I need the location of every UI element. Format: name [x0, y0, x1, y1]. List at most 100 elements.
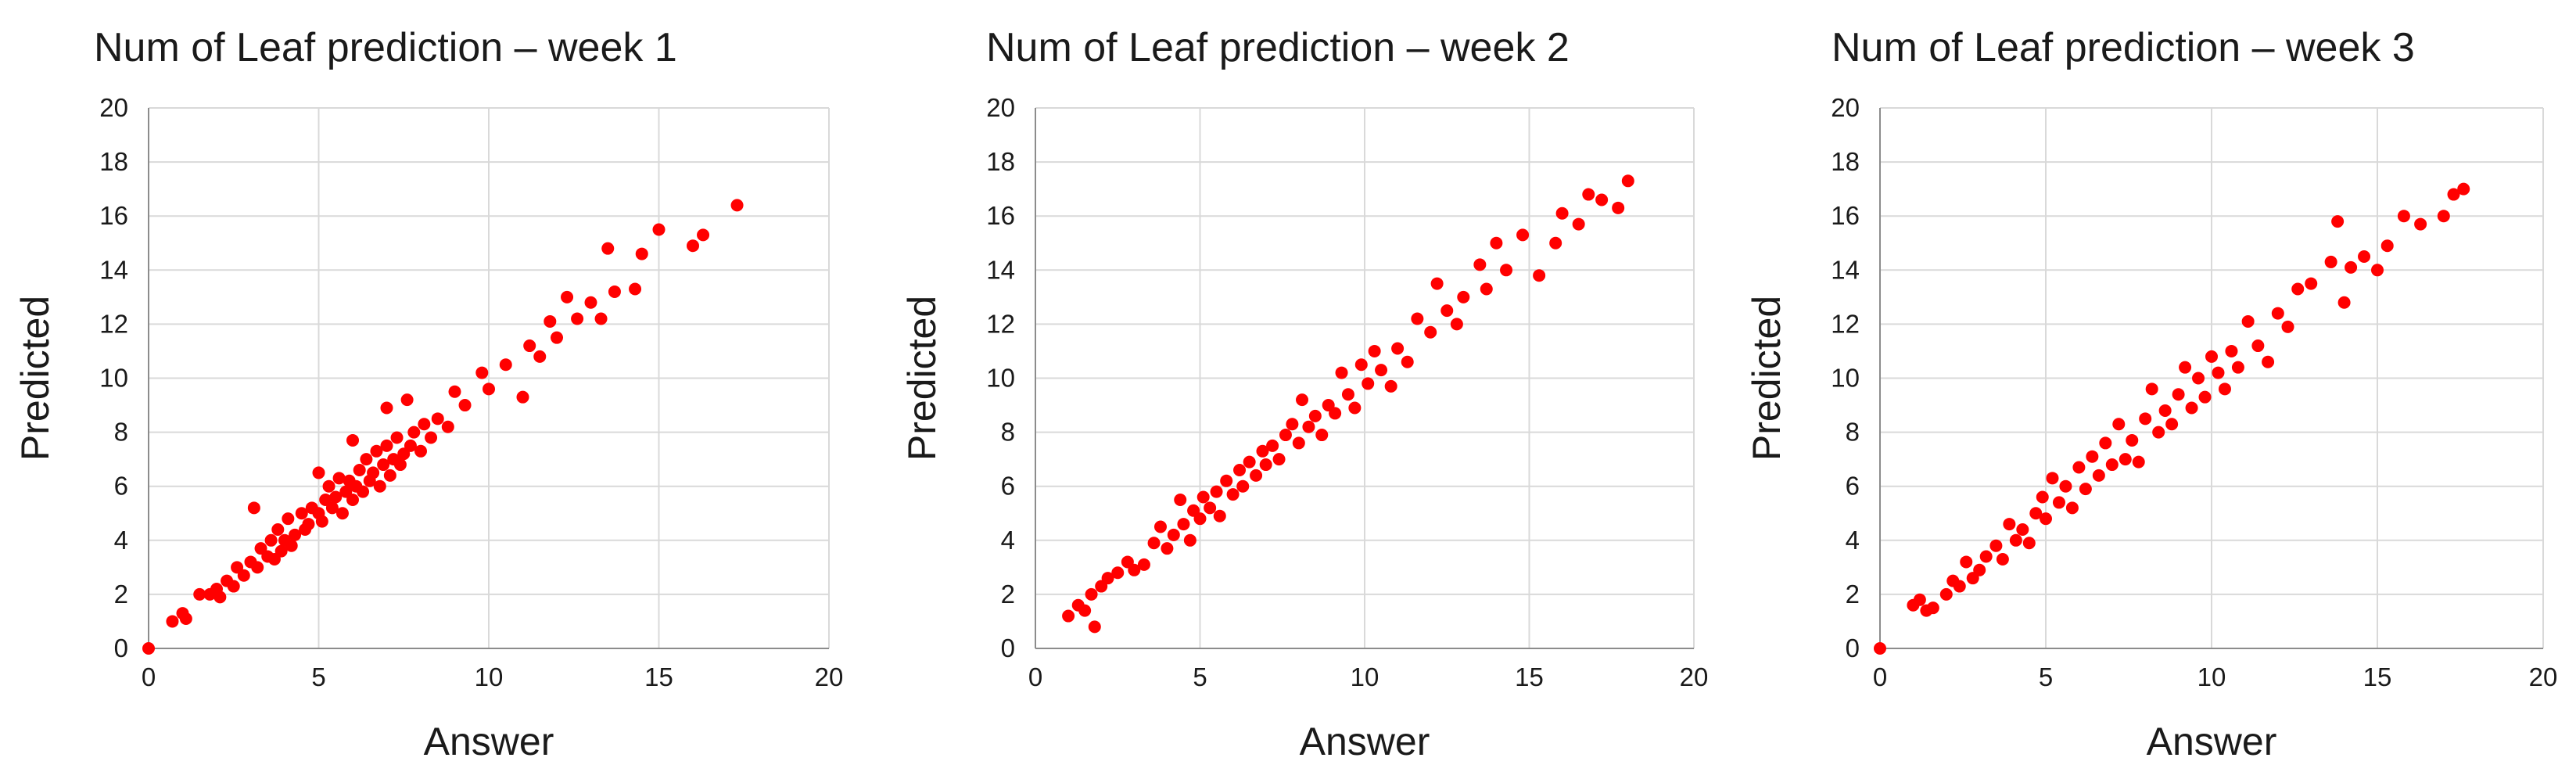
- data-point: [393, 458, 407, 472]
- data-point: [329, 490, 343, 504]
- x-tick-label: 0: [142, 662, 156, 691]
- chart-title: Num of Leaf prediction – week 3: [1832, 25, 2415, 70]
- data-point: [2324, 255, 2337, 268]
- data-point: [1595, 193, 1609, 206]
- data-point: [325, 501, 339, 515]
- data-point: [353, 463, 366, 476]
- data-point: [551, 331, 563, 344]
- y-tick-label: 4: [1001, 526, 1015, 555]
- data-point: [2022, 537, 2036, 550]
- data-point: [1302, 420, 1315, 433]
- x-tick-label: 0: [1028, 662, 1042, 691]
- data-point: [142, 642, 155, 655]
- y-tick-label: 8: [1001, 418, 1015, 447]
- data-point: [2086, 450, 2099, 463]
- data-point: [499, 358, 512, 372]
- data-point: [1939, 587, 1953, 601]
- data-point: [380, 439, 393, 452]
- data-point: [571, 312, 584, 325]
- data-point: [1391, 342, 1405, 355]
- data-point: [2291, 282, 2305, 296]
- data-point: [1292, 436, 1305, 450]
- data-point: [2271, 307, 2284, 320]
- data-point: [1296, 393, 1309, 407]
- data-point: [166, 615, 179, 628]
- data-point: [404, 439, 417, 452]
- data-point: [1266, 439, 1279, 452]
- data-point: [1411, 312, 1424, 325]
- data-point: [1111, 566, 1125, 580]
- data-point: [2132, 455, 2145, 469]
- y-axis-title: Predicted: [13, 296, 57, 461]
- y-tick-label: 10: [99, 364, 128, 393]
- data-point: [2345, 260, 2358, 274]
- data-point: [193, 587, 206, 601]
- data-point: [1062, 609, 1075, 623]
- chart-panel-week-1: Num of Leaf prediction – week 1 0 5 10 15 20 0…: [0, 0, 859, 772]
- y-tick-label: 20: [1831, 93, 1860, 122]
- data-point: [2331, 215, 2345, 228]
- data-point: [533, 350, 547, 363]
- data-point: [418, 418, 431, 431]
- y-tick-label: 10: [986, 364, 1015, 393]
- chart-panel-week-2: Num of Leaf prediction – week 2 0 5 10 15 20 0…: [859, 0, 1717, 772]
- y-tick-label: 14: [986, 255, 1015, 284]
- data-point: [1490, 236, 1503, 250]
- data-point: [1078, 604, 1092, 617]
- x-tick-label: 20: [815, 662, 844, 691]
- data-point: [1197, 490, 1210, 504]
- data-point: [1177, 518, 1190, 531]
- data-point: [2105, 458, 2119, 472]
- data-point: [1430, 277, 1444, 290]
- data-point: [1375, 364, 1388, 377]
- data-point: [608, 285, 621, 298]
- y-tick-label: 14: [1831, 255, 1860, 284]
- x-tick-label: 15: [2363, 662, 2392, 691]
- data-point: [2029, 507, 2043, 520]
- y-tick-label: 6: [114, 472, 128, 501]
- data-point: [1243, 455, 1256, 469]
- data-point: [1272, 453, 1286, 466]
- data-point: [1233, 463, 1247, 476]
- data-point: [2185, 401, 2198, 415]
- data-point: [264, 533, 278, 547]
- data-point: [357, 485, 370, 498]
- y-tick-label: 20: [99, 93, 128, 122]
- data-point: [1193, 512, 1207, 526]
- x-axis-title: Answer: [424, 720, 554, 763]
- y-tick-label: 16: [1831, 201, 1860, 230]
- y-tick-label: 2: [1846, 580, 1860, 609]
- data-point: [2099, 436, 2112, 450]
- data-point: [2152, 425, 2165, 439]
- x-tick-label: 5: [311, 662, 325, 691]
- scatter-chart: Num of Leaf prediction – week 2 0 5 10 15 20 0…: [900, 25, 1708, 763]
- data-point: [2305, 277, 2318, 290]
- data-point: [1572, 217, 1585, 231]
- data-point: [1533, 269, 1546, 282]
- y-tick-label: 12: [986, 309, 1015, 338]
- data-point: [2218, 382, 2231, 396]
- data-point: [373, 479, 386, 493]
- y-tick-label: 14: [99, 255, 128, 284]
- data-point: [335, 507, 349, 520]
- data-point: [2262, 355, 2275, 368]
- data-point: [1612, 201, 1625, 214]
- scatter-chart: Num of Leaf prediction – week 1 0 5 10 15 20 0…: [13, 25, 844, 763]
- data-point: [1555, 206, 1569, 220]
- data-point: [2079, 483, 2092, 496]
- data-points: [1874, 182, 2470, 655]
- y-tick-label: 16: [99, 201, 128, 230]
- data-point: [1500, 264, 1513, 277]
- data-point: [2092, 469, 2105, 482]
- data-point: [360, 453, 373, 466]
- data-point: [227, 580, 240, 593]
- y-tick-label: 12: [1831, 309, 1860, 338]
- data-point: [1213, 509, 1226, 522]
- data-point: [2447, 188, 2460, 201]
- chart-title: Num of Leaf prediction – week 2: [986, 25, 1570, 70]
- data-point: [302, 518, 315, 531]
- data-point: [1137, 558, 1150, 571]
- data-point: [1516, 228, 1530, 242]
- y-tick-label: 2: [1001, 580, 1015, 609]
- data-point: [1874, 642, 1886, 655]
